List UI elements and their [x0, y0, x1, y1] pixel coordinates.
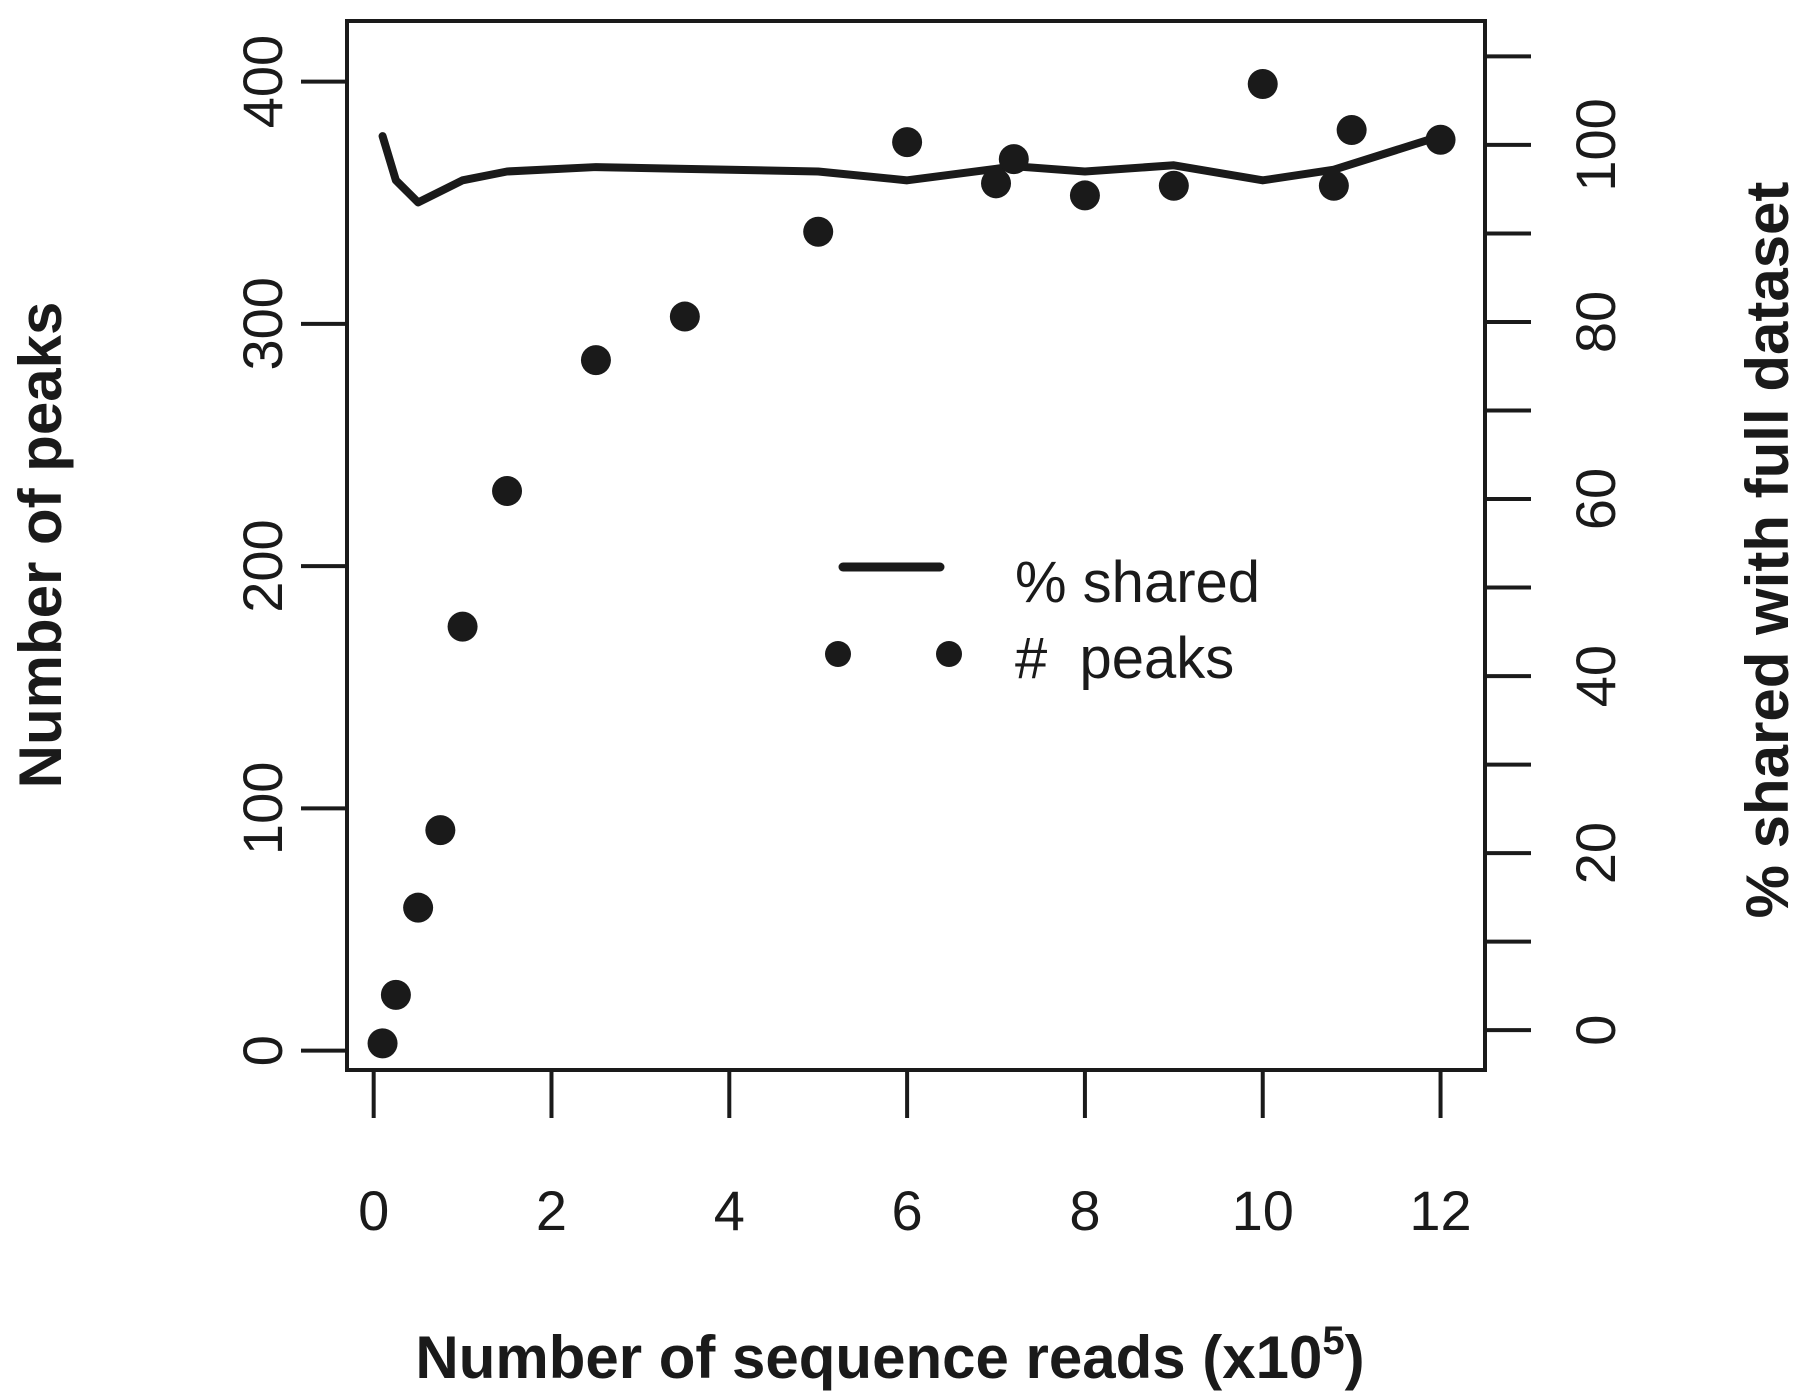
peak-point-2	[403, 892, 434, 923]
y-right-tick-label-40: 40	[1564, 645, 1627, 707]
y-right-tick-label-80: 80	[1564, 291, 1627, 353]
peak-point-9	[892, 127, 923, 158]
y-axis-left: 0 100 200 300 400	[231, 35, 347, 1066]
y-right-tick-label-100: 100	[1564, 98, 1627, 191]
y-left-tick-label-100: 100	[231, 762, 294, 855]
peak-point-10	[981, 168, 1012, 199]
y-left-tick-label-200: 200	[231, 519, 294, 612]
y-right-tick-label-0: 0	[1564, 1015, 1627, 1046]
plot-frame	[345, 19, 1487, 1072]
x-axis: 0 2 4 6 8 10 12	[358, 1070, 1472, 1242]
peak-point-3	[425, 815, 456, 846]
peak-point-12	[1069, 180, 1100, 211]
peak-point-7	[669, 301, 700, 332]
peak-point-1	[380, 979, 411, 1010]
peak-point-11	[998, 144, 1029, 175]
x-tick-label-4: 4	[714, 1179, 745, 1242]
series-layer	[367, 68, 1456, 1059]
y-axis-right-title: % shared with full dataset	[1734, 182, 1800, 919]
peak-point-4	[447, 611, 478, 642]
y-left-tick-label-400: 400	[231, 35, 294, 128]
x-tick-label-8: 8	[1069, 1179, 1100, 1242]
peak-point-6	[580, 345, 611, 376]
y-right-tick-label-60: 60	[1564, 468, 1627, 530]
peak-point-15	[1318, 170, 1349, 201]
x-tick-label-6: 6	[892, 1179, 923, 1242]
peak-point-0	[367, 1028, 398, 1059]
y-left-tick-label-0: 0	[231, 1035, 294, 1066]
series-line-shared	[378, 132, 1445, 207]
y-axis-right: 0 20 40 60 80 100	[1485, 54, 1627, 1046]
y-right-tick-label-20: 20	[1564, 822, 1627, 884]
peak-point-16	[1336, 115, 1367, 146]
x-axis-title: Number of sequence reads (x105)	[415, 1319, 1364, 1391]
peak-point-8	[803, 216, 834, 247]
x-tick-label-12: 12	[1409, 1179, 1471, 1242]
legend: % shared # peaks	[825, 550, 1260, 691]
peak-point-5	[492, 475, 523, 506]
y-axis-left-title: Number of peaks	[7, 302, 74, 789]
x-tick-label-10: 10	[1232, 1179, 1294, 1242]
legend-point-marker-left	[825, 641, 851, 667]
peak-point-14	[1247, 68, 1278, 99]
peak-point-17	[1425, 124, 1456, 155]
legend-label-peaks: # peaks	[1015, 626, 1234, 691]
x-axis-title-close: )	[1345, 1324, 1365, 1391]
peak-point-13	[1158, 170, 1189, 201]
legend-label-shared: % shared	[1015, 550, 1260, 615]
legend-point-marker-right	[936, 641, 962, 667]
x-axis-title-superscript: 5	[1322, 1319, 1344, 1363]
x-tick-label-0: 0	[358, 1179, 389, 1242]
y-left-tick-label-300: 300	[231, 277, 294, 370]
x-tick-label-2: 2	[536, 1179, 567, 1242]
